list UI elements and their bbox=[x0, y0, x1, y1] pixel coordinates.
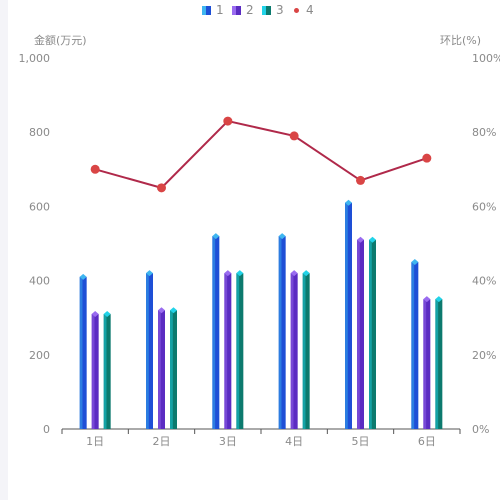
left-axis-title: 金额(万元) bbox=[34, 33, 87, 47]
bar-2[interactable] bbox=[224, 270, 232, 429]
legend[interactable]: 1 2 3 4 bbox=[202, 3, 314, 17]
legend-swatch bbox=[202, 6, 211, 15]
bar-3[interactable] bbox=[103, 310, 111, 429]
legend-label: 1 bbox=[216, 3, 224, 17]
legend-swatch bbox=[294, 8, 299, 13]
legend-item-4[interactable]: 4 bbox=[294, 3, 314, 17]
right-tick-label: 80% bbox=[472, 126, 496, 139]
legend-swatch bbox=[262, 6, 271, 15]
legend-item-3[interactable]: 3 bbox=[262, 3, 284, 17]
line-point[interactable] bbox=[422, 153, 432, 163]
left-tick-label: 200 bbox=[29, 349, 50, 362]
bar-3[interactable] bbox=[170, 307, 177, 429]
left-tick-label: 1,000 bbox=[19, 52, 51, 65]
bar-3[interactable] bbox=[302, 270, 310, 429]
left-axis-ticks: 0 200 400 600 800 1,000 bbox=[19, 52, 51, 436]
right-tick-label: 40% bbox=[472, 275, 496, 288]
left-tick-label: 600 bbox=[29, 200, 50, 213]
legend-swatch-highlight bbox=[232, 6, 236, 15]
x-tick-label: 6日 bbox=[418, 435, 436, 448]
bar-3[interactable] bbox=[236, 270, 244, 429]
x-tick-label: 1日 bbox=[86, 435, 104, 448]
bar-1[interactable] bbox=[146, 270, 153, 429]
right-tick-label: 100% bbox=[472, 52, 500, 65]
right-tick-label: 20% bbox=[472, 349, 496, 362]
legend-label: 4 bbox=[306, 3, 314, 17]
line-point[interactable] bbox=[223, 116, 233, 126]
legend-item-2[interactable]: 2 bbox=[232, 3, 254, 17]
bar-1[interactable] bbox=[411, 259, 419, 429]
right-tick-label: 0% bbox=[472, 423, 489, 436]
bar-2[interactable] bbox=[158, 307, 165, 429]
right-tick-label: 60% bbox=[472, 200, 496, 213]
x-tick-label: 5日 bbox=[352, 435, 370, 448]
line-point[interactable] bbox=[90, 164, 100, 174]
bar-3[interactable] bbox=[435, 296, 443, 429]
legend-label: 2 bbox=[246, 3, 254, 17]
chart-card: 1 2 3 4 金额(万元) 环比(%) 0 200 400 600 800 1,000 0% 2… bbox=[8, 0, 500, 500]
right-axis-ticks: 0% 20% 40% 60% 80% 100% bbox=[472, 52, 500, 436]
bar-3[interactable] bbox=[369, 236, 376, 429]
bar-1[interactable] bbox=[278, 233, 286, 429]
combo-chart: 1 2 3 4 金额(万元) 环比(%) 0 200 400 600 800 1,000 0% 2… bbox=[19, 3, 500, 448]
left-tick-label: 0 bbox=[43, 423, 50, 436]
legend-label: 3 bbox=[276, 3, 284, 17]
bar-2[interactable] bbox=[290, 270, 298, 429]
legend-swatch bbox=[232, 6, 241, 15]
left-tick-label: 400 bbox=[29, 275, 50, 288]
left-tick-label: 800 bbox=[29, 126, 50, 139]
x-tick-label: 4日 bbox=[285, 435, 303, 448]
line-point[interactable] bbox=[289, 131, 299, 141]
bar-2[interactable] bbox=[357, 236, 364, 429]
bar-series-group bbox=[79, 199, 443, 429]
legend-item-1[interactable]: 1 bbox=[202, 3, 224, 17]
legend-swatch-highlight bbox=[202, 6, 206, 15]
legend-swatch-highlight bbox=[262, 6, 266, 15]
bar-1[interactable] bbox=[345, 199, 352, 429]
x-tick-label: 2日 bbox=[153, 435, 171, 448]
line-series-path bbox=[94, 119, 428, 189]
bar-2[interactable] bbox=[423, 296, 431, 429]
line-point[interactable] bbox=[157, 183, 166, 193]
x-tick-label: 3日 bbox=[219, 435, 237, 448]
bar-2[interactable] bbox=[91, 310, 99, 429]
line-point[interactable] bbox=[356, 175, 365, 185]
line-series-group bbox=[90, 116, 432, 193]
right-axis-title: 环比(%) bbox=[440, 34, 481, 47]
x-axis-ticks: 1日 2日 3日 4日 5日 6日 bbox=[61, 429, 461, 448]
bar-1[interactable] bbox=[79, 273, 87, 429]
bar-1[interactable] bbox=[212, 233, 220, 429]
